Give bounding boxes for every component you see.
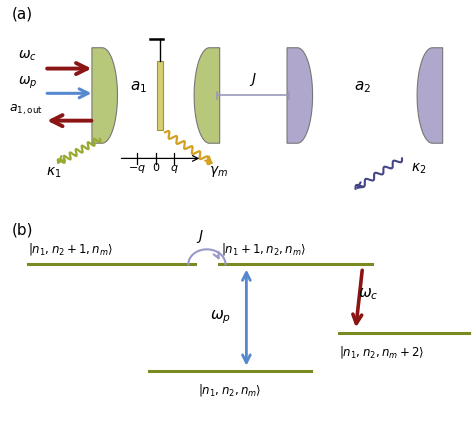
Text: $q$: $q$ [170,163,179,174]
Text: $\kappa_2$: $\kappa_2$ [411,161,427,176]
Text: $a_2$: $a_2$ [354,79,371,95]
Text: (a): (a) [12,7,33,22]
Text: $J$: $J$ [196,228,204,245]
Text: $\gamma_m$: $\gamma_m$ [209,164,228,179]
Polygon shape [287,48,312,143]
Text: $\omega_c$: $\omega_c$ [358,286,378,302]
Text: $-q$: $-q$ [128,163,146,174]
Text: (b): (b) [12,223,33,238]
Polygon shape [417,48,443,143]
Text: $|n_1+1, n_2, n_m\rangle$: $|n_1+1, n_2, n_m\rangle$ [221,241,306,257]
Text: $|n_1, n_2, n_m+2\rangle$: $|n_1, n_2, n_m+2\rangle$ [339,345,425,361]
Text: $\omega_p$: $\omega_p$ [210,309,231,326]
Text: $\kappa_1$: $\kappa_1$ [46,166,61,180]
Text: $a_{1,\mathrm{out}}$: $a_{1,\mathrm{out}}$ [9,103,43,117]
Text: $|n_1, n_2, n_m\rangle$: $|n_1, n_2, n_m\rangle$ [199,382,262,398]
Polygon shape [194,48,219,143]
Text: $\omega_p$: $\omega_p$ [18,75,37,91]
Text: $0$: $0$ [152,161,160,173]
Text: $a_1$: $a_1$ [130,79,147,95]
Polygon shape [157,61,164,130]
Text: $\omega_c$: $\omega_c$ [18,49,36,63]
Polygon shape [92,48,118,143]
Text: $|n_1, n_2+1, n_m\rangle$: $|n_1, n_2+1, n_m\rangle$ [28,241,113,257]
Text: $J$: $J$ [249,71,257,88]
